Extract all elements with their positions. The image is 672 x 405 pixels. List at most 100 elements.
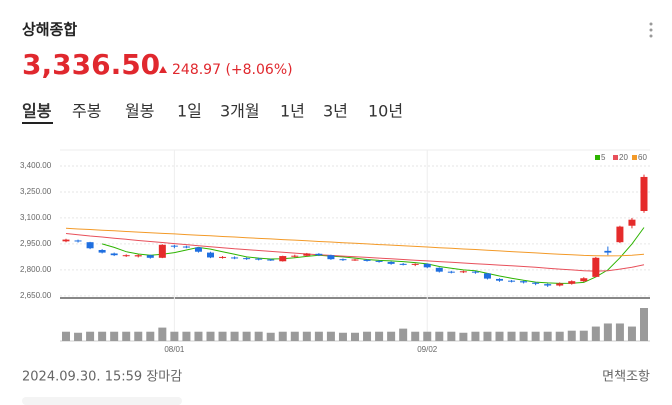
candle-body: [423, 263, 431, 268]
volume-bar: [459, 332, 468, 341]
volume-bar: [122, 331, 131, 341]
candle-body: [496, 278, 503, 281]
up-arrow: [159, 66, 167, 73]
volume-bar: [290, 331, 299, 341]
index-name: 상해종합: [22, 21, 77, 39]
candle-body: [375, 260, 383, 262]
volume-bar: [326, 331, 335, 341]
candle-body: [74, 240, 82, 242]
candle-body: [592, 257, 600, 277]
candle-body: [544, 284, 552, 286]
tab[interactable]: 1년: [280, 102, 305, 121]
candle-body: [207, 252, 214, 258]
more-menu[interactable]: [649, 22, 653, 38]
candle-body: [219, 256, 227, 258]
candle-body: [508, 280, 516, 282]
volume-bar: [447, 331, 456, 341]
tab[interactable]: 10년: [368, 102, 403, 121]
ma-line: [65, 227, 645, 257]
volume-bar: [387, 331, 396, 341]
volume-bar: [218, 331, 227, 341]
volume-bar: [471, 331, 480, 341]
x-tick-label: 09/02: [417, 345, 438, 354]
candle-body: [158, 244, 166, 258]
candle-body: [447, 271, 455, 273]
volume-bar: [254, 331, 263, 341]
change-value: 248.97: [172, 62, 221, 78]
candle-body: [339, 259, 347, 261]
candle-body: [146, 255, 154, 258]
tab[interactable]: 주봉: [72, 102, 101, 121]
y-tick-label: 3,250.00: [20, 187, 52, 196]
volume-bar: [423, 331, 432, 341]
volume-bar: [615, 323, 624, 341]
tab[interactable]: 일봉: [22, 102, 52, 121]
candle-body: [327, 255, 335, 260]
candle-body: [580, 278, 588, 282]
volume-bar: [182, 331, 191, 341]
candle-body: [471, 271, 479, 273]
volume-bar: [507, 331, 516, 341]
volume-bar: [110, 331, 119, 341]
volume-bar: [86, 331, 95, 341]
legend-label: 20: [619, 153, 628, 162]
candle-body: [556, 283, 564, 286]
candle-body: [243, 258, 251, 260]
tab[interactable]: 월봉: [125, 102, 154, 121]
volume-bar: [567, 330, 576, 341]
change: 248.97 (+8.06%): [172, 62, 293, 78]
volume-bar: [519, 331, 528, 341]
candle-body: [435, 267, 443, 272]
volume-bar: [555, 331, 564, 341]
disclaimer[interactable]: 면책조항: [602, 370, 650, 385]
volume-bar: [399, 328, 408, 341]
volume-bar: [627, 326, 636, 341]
candle-body: [291, 255, 299, 257]
volume-bar: [338, 332, 347, 341]
volume-bar: [230, 331, 239, 341]
candle-body: [315, 253, 323, 256]
candle-body: [255, 258, 263, 260]
y-tick-label: 2,650.00: [20, 291, 52, 300]
volume-bar: [242, 331, 251, 341]
y-tick-label: 2,950.00: [20, 239, 52, 248]
candle-body: [62, 239, 70, 242]
candle-body: [483, 273, 491, 279]
candle-body: [122, 255, 130, 257]
ma-line: [65, 233, 645, 272]
x-tick-label: 08/01: [164, 345, 185, 354]
candle-body: [98, 249, 106, 253]
ma-line: [101, 227, 645, 284]
bottom-card: [22, 397, 182, 405]
legend-swatch: [632, 155, 637, 160]
candle-body: [303, 253, 311, 256]
tab[interactable]: 3년: [323, 102, 348, 121]
candle-body: [86, 242, 94, 249]
volume-bar: [314, 331, 323, 341]
candle-body: [231, 257, 239, 259]
candle-body: [628, 219, 636, 226]
volume-bar: [351, 332, 359, 341]
volume-bar: [375, 331, 384, 341]
volume-bar: [170, 331, 179, 341]
volume-bar: [640, 308, 648, 341]
timestamp: 2024.09.30. 15:59 장마감: [22, 370, 182, 385]
volume-bar: [134, 331, 143, 341]
candle-body: [363, 259, 371, 261]
candle-body: [399, 263, 407, 265]
candle-body: [459, 271, 467, 273]
candle-body: [134, 255, 142, 257]
volume-bar: [266, 332, 275, 341]
candle-body: [532, 282, 540, 284]
legend-swatch: [613, 155, 618, 160]
candle-body: [110, 253, 118, 256]
volume-bar: [194, 331, 203, 341]
tab[interactable]: 3개월: [220, 102, 260, 121]
volume-bar: [146, 331, 155, 341]
volume-bar: [278, 331, 287, 341]
tab[interactable]: 1일: [177, 102, 202, 121]
volume-bar: [98, 331, 107, 341]
candle-body: [351, 259, 359, 261]
legend-label: 60: [638, 153, 647, 162]
volume-bar: [579, 330, 588, 341]
